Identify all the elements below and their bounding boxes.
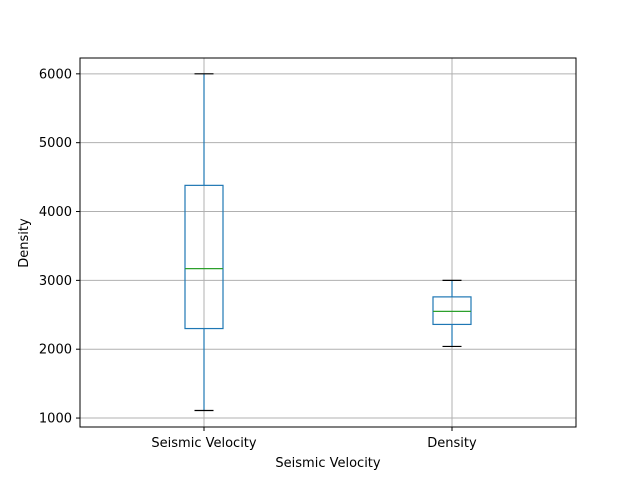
- y-tick-label: 3000: [39, 274, 72, 289]
- y-tick-label: 2000: [39, 343, 72, 358]
- iqr-box: [432, 296, 472, 326]
- y-axis-ticks: 1000 2000 3000 4000 5000 6000: [39, 67, 80, 427]
- x-axis-ticks: Seismic Velocity Density: [151, 427, 477, 451]
- y-tick-label: 1000: [39, 412, 72, 427]
- y-axis-label: Density: [17, 218, 32, 268]
- x-tick-label: Seismic Velocity: [151, 436, 256, 451]
- box-layer: [184, 73, 472, 412]
- iqr-box: [184, 184, 224, 330]
- x-tick-label: Density: [427, 436, 477, 451]
- plot-area-background: [80, 58, 576, 427]
- box-seismic-velocity: [184, 73, 224, 412]
- y-tick-label: 6000: [39, 67, 72, 82]
- y-tick-label: 4000: [39, 205, 72, 220]
- plot-frame: [79, 57, 577, 428]
- x-axis-label: Seismic Velocity: [275, 456, 380, 471]
- y-tick-label: 5000: [39, 136, 72, 151]
- box-density: [432, 279, 472, 348]
